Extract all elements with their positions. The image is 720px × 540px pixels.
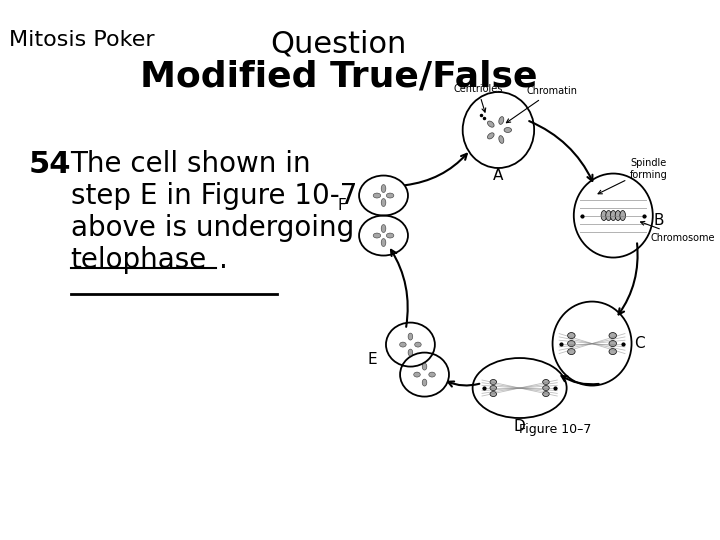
Ellipse shape bbox=[408, 349, 413, 356]
Ellipse shape bbox=[422, 363, 427, 370]
Ellipse shape bbox=[387, 233, 394, 238]
Text: Spindle
forming: Spindle forming bbox=[598, 158, 668, 194]
Ellipse shape bbox=[543, 380, 549, 384]
Text: telophase: telophase bbox=[71, 246, 207, 274]
Text: F: F bbox=[338, 198, 346, 213]
Ellipse shape bbox=[408, 333, 413, 340]
Text: 54: 54 bbox=[28, 150, 71, 179]
Ellipse shape bbox=[611, 211, 616, 220]
Text: Centrioles: Centrioles bbox=[454, 84, 503, 112]
Text: Question: Question bbox=[270, 30, 407, 59]
Ellipse shape bbox=[373, 233, 381, 238]
Ellipse shape bbox=[609, 333, 616, 339]
Ellipse shape bbox=[504, 127, 512, 132]
Text: E: E bbox=[368, 352, 377, 367]
Text: Figure 10–7: Figure 10–7 bbox=[518, 423, 591, 436]
Ellipse shape bbox=[400, 342, 406, 347]
Text: C: C bbox=[634, 336, 644, 351]
Ellipse shape bbox=[381, 185, 386, 193]
Text: Chromatin: Chromatin bbox=[506, 86, 577, 123]
Ellipse shape bbox=[609, 348, 616, 355]
Text: Mitosis Poker: Mitosis Poker bbox=[9, 30, 155, 50]
Ellipse shape bbox=[543, 392, 549, 396]
Text: The cell shown in: The cell shown in bbox=[71, 150, 311, 178]
Ellipse shape bbox=[543, 386, 549, 390]
Ellipse shape bbox=[428, 372, 436, 377]
Ellipse shape bbox=[387, 193, 394, 198]
Ellipse shape bbox=[487, 121, 494, 127]
Ellipse shape bbox=[620, 211, 626, 220]
Text: .: . bbox=[219, 246, 228, 274]
Ellipse shape bbox=[609, 341, 616, 347]
Ellipse shape bbox=[487, 133, 494, 139]
Ellipse shape bbox=[567, 333, 575, 339]
Text: step E in Figure 10-7: step E in Figure 10-7 bbox=[71, 182, 357, 210]
Ellipse shape bbox=[601, 211, 607, 220]
Ellipse shape bbox=[381, 225, 386, 233]
Ellipse shape bbox=[414, 372, 420, 377]
Ellipse shape bbox=[415, 342, 421, 347]
Text: B: B bbox=[653, 213, 664, 228]
Text: above is undergoing: above is undergoing bbox=[71, 214, 354, 242]
Ellipse shape bbox=[615, 211, 621, 220]
Ellipse shape bbox=[422, 379, 427, 386]
Ellipse shape bbox=[606, 211, 611, 220]
Ellipse shape bbox=[567, 348, 575, 355]
Ellipse shape bbox=[490, 392, 497, 396]
Ellipse shape bbox=[381, 199, 386, 206]
Ellipse shape bbox=[499, 136, 504, 144]
Ellipse shape bbox=[381, 239, 386, 247]
Text: Chromosome: Chromosome bbox=[641, 221, 716, 242]
Ellipse shape bbox=[499, 117, 504, 124]
Ellipse shape bbox=[373, 193, 381, 198]
Text: A: A bbox=[493, 168, 503, 184]
Text: D: D bbox=[514, 418, 526, 434]
Ellipse shape bbox=[490, 386, 497, 390]
Ellipse shape bbox=[490, 380, 497, 384]
Text: Modified True/False: Modified True/False bbox=[140, 60, 537, 94]
Ellipse shape bbox=[567, 341, 575, 347]
